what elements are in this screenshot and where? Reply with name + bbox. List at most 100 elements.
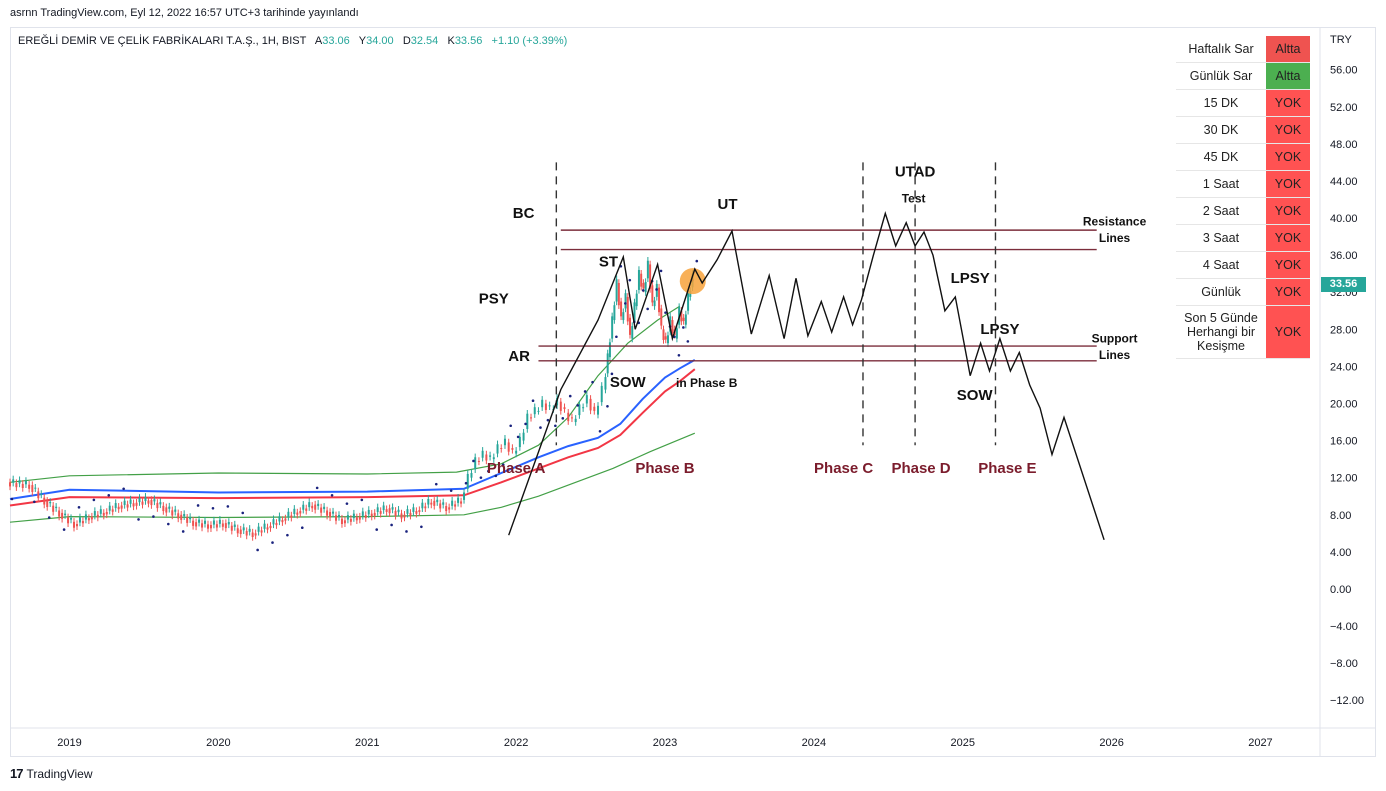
candle-body [73,521,76,528]
candle-body [78,517,81,523]
candle-body [415,511,418,514]
phase-label: Phase B [635,460,694,477]
sar-dot [583,390,587,393]
candle-body [500,448,503,449]
candle-body [12,479,15,483]
y-tick-label: 12.00 [1330,473,1358,485]
candle-body [653,300,656,307]
candle-body [624,293,627,309]
sar-dot [47,516,51,519]
candle-body [311,505,314,509]
sar-dot [211,506,215,510]
status-label: 4 Saat [1176,251,1266,279]
y-tick-label: 36.00 [1330,250,1358,262]
sar-dot [464,481,468,485]
tradingview-logo-icon: 17 [10,766,24,781]
x-tick-label: 2020 [206,737,230,749]
sar-dot [390,523,393,527]
candle-body [503,438,506,446]
brand-name: TradingView [26,766,93,781]
candle-body [611,316,614,339]
candle-body [272,519,275,525]
candle-body [192,520,195,526]
y-tick-label: 56.00 [1330,65,1358,77]
annotation-label: BC [513,205,535,222]
candle-body [660,308,663,326]
status-label-line: Son 5 Günde [1184,311,1258,325]
sar-dot [524,422,527,426]
candle-body [548,405,551,407]
sar-dot [122,487,125,491]
candle-body [46,500,49,507]
candle-body [352,513,355,519]
sar-dot [434,482,438,486]
sar-dot [501,463,505,466]
candle-body [424,506,427,509]
sar-dot [546,418,550,422]
ma-red-line [9,368,696,507]
candle-body [335,515,338,521]
sar-dot [315,486,319,490]
status-row: 15 DK YOK [1176,89,1310,117]
candle-body [168,506,171,509]
annotation-label: UT [718,196,738,213]
candle-body [570,417,573,419]
candle-body [589,398,592,411]
currency-label: TRY [1330,34,1352,46]
candle-body [615,279,618,302]
candle-body [171,510,174,516]
y-tick-label: 28.00 [1330,324,1358,336]
sar-dot [62,528,66,531]
candle-body [138,497,141,503]
low-value: 32.54 [410,35,439,47]
candle-body [275,522,278,526]
candle-body [593,406,596,411]
annotation-label: AR [508,348,530,365]
candle-body [263,523,266,529]
candle-body [658,287,661,313]
candle-body [664,336,667,340]
candle-body [177,513,180,519]
candle-body [518,436,521,448]
candle-body [93,511,96,516]
sar-dot [659,269,663,273]
sar-dot [375,528,379,531]
candle-body [186,517,189,523]
sar-dot [196,504,200,507]
footer-brand[interactable]: 17 TradingView [10,766,93,781]
sar-dot [300,526,304,530]
candle-body [626,296,629,322]
candle-body [227,521,230,525]
sar-dot [655,288,658,291]
candle-body [326,510,329,516]
candle-body [649,264,652,289]
candle-body [559,401,562,411]
candle-body [269,525,272,529]
sar-dot [107,493,111,497]
sar-dot [77,506,81,509]
status-value: YOK [1266,197,1310,225]
candle-body [382,505,385,511]
status-label: Günlük Sar [1176,62,1266,90]
status-label: 45 DK [1176,143,1266,171]
candle-body [224,523,227,529]
sar-dot [137,518,140,521]
candle-body [132,503,135,507]
symbol-title[interactable]: EREĞLİ DEMİR VE ÇELİK FABRİKALARI T.A.Ş.… [18,35,307,47]
candle-body [485,454,488,461]
sar-dot [641,289,645,292]
status-label: 1 Saat [1176,170,1266,198]
candle-body [141,501,144,505]
status-value: YOK [1266,278,1310,306]
close-value: 33.56 [454,35,483,47]
change-value: +1.10 (+3.39%) [491,35,568,47]
candle-body [644,282,647,293]
candle-body [635,293,638,307]
candle-body [457,497,460,503]
candle-body [629,317,632,335]
candle-body [24,480,27,485]
y-tick-label: 48.00 [1330,139,1358,151]
candle-body [290,515,293,518]
candle-body [364,515,367,519]
